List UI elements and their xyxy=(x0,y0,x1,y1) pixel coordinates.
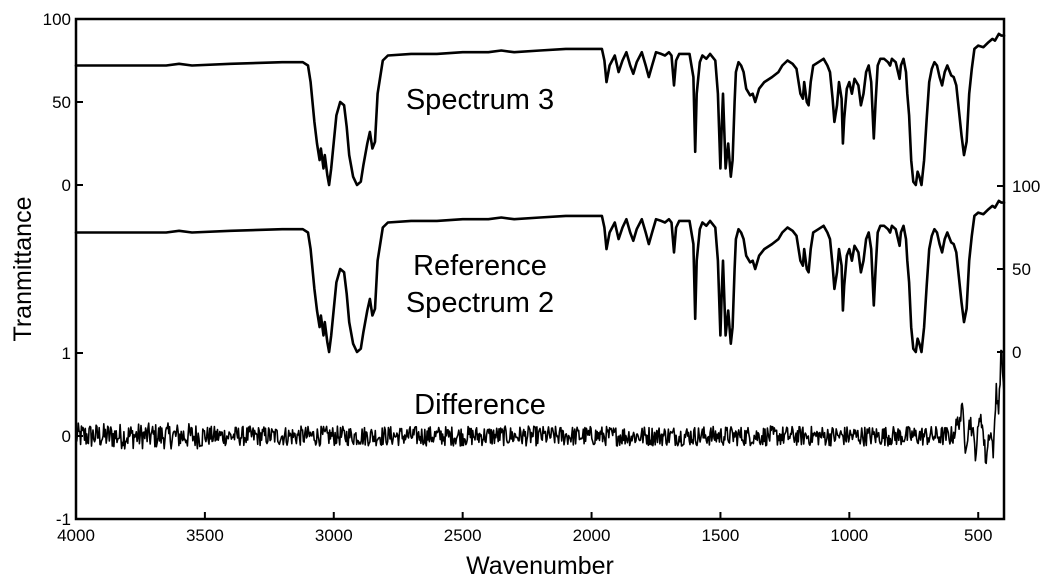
left-tick-label: 50 xyxy=(52,93,71,112)
x-tick-label: 4000 xyxy=(57,526,95,545)
left-y-axis: 100 50 0 1 0 -1 xyxy=(43,10,83,529)
right-tick-label: 100 xyxy=(1012,177,1040,196)
right-tick-label: 50 xyxy=(1012,260,1031,279)
series-layer xyxy=(74,32,1006,465)
x-tick-label: 2000 xyxy=(573,526,611,545)
annotation-layer: Spectrum 3 Reference Spectrum 2 Difference xyxy=(406,84,554,421)
x-tick-label: 500 xyxy=(964,526,992,545)
left-tick-label: 0 xyxy=(62,427,71,446)
left-tick-label: 0 xyxy=(62,176,71,195)
series-annotation: Spectrum 3 xyxy=(406,84,554,116)
left-tick-label: 1 xyxy=(62,344,71,363)
right-tick-label: 0 xyxy=(1012,343,1021,362)
x-tick-label: 3000 xyxy=(315,526,353,545)
right-y-axis: 100 50 0 xyxy=(997,177,1040,362)
left-tick-label: -1 xyxy=(56,510,71,529)
series-line xyxy=(75,349,1005,465)
left-tick-label: 100 xyxy=(43,10,71,29)
x-axis: 4000 3500 3000 2500 2000 1500 1000 500 xyxy=(57,512,992,545)
series-annotation: Spectrum 2 xyxy=(406,287,554,319)
x-tick-label: 3500 xyxy=(186,526,224,545)
x-tick-label: 2500 xyxy=(444,526,482,545)
series-annotation: Reference xyxy=(413,250,547,282)
x-axis-title: Wavenumber xyxy=(466,552,614,580)
x-tick-label: 1500 xyxy=(702,526,740,545)
series-line xyxy=(74,199,1006,354)
x-tick-label: 1000 xyxy=(830,526,868,545)
series-annotation: Difference xyxy=(414,389,546,421)
y-axis-title: Tranmittance xyxy=(9,197,37,342)
series-line xyxy=(74,32,1006,187)
